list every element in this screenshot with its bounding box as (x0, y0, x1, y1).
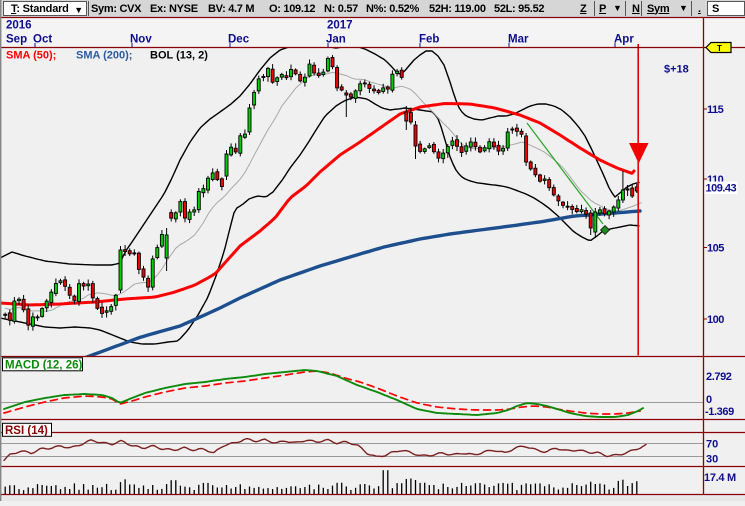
svg-text:70: 70 (706, 439, 718, 451)
svg-text:MACD (12, 26): MACD (12, 26) (5, 359, 82, 371)
svg-text:Apr: Apr (614, 34, 634, 46)
svg-text:0: 0 (706, 394, 712, 406)
svg-text:109.43: 109.43 (706, 183, 737, 195)
svg-text:2016: 2016 (6, 20, 32, 32)
svg-text:Mar: Mar (508, 34, 529, 46)
svg-text:115: 115 (707, 104, 724, 116)
svg-text:Feb: Feb (419, 34, 439, 46)
svg-text:105: 105 (707, 243, 724, 255)
svg-text:100: 100 (707, 314, 724, 326)
svg-text:Oct: Oct (33, 34, 52, 46)
svg-text:Sep: Sep (6, 34, 27, 46)
svg-text:30: 30 (706, 454, 718, 466)
svg-text:Dec: Dec (228, 34, 250, 46)
svg-text:SMA (50);: SMA (50); (6, 50, 56, 62)
svg-text:2017: 2017 (327, 20, 353, 32)
svg-text:Jan: Jan (326, 34, 346, 46)
svg-text:BOL (13, 2): BOL (13, 2) (150, 50, 208, 62)
svg-text:SMA (200);: SMA (200); (76, 50, 132, 62)
svg-text:T: T (717, 44, 722, 53)
svg-text:Nov: Nov (130, 34, 152, 46)
svg-text:$+18: $+18 (664, 64, 689, 76)
svg-text:RSI (14): RSI (14) (5, 425, 48, 437)
svg-text:-1.369: -1.369 (705, 406, 734, 418)
svg-text:17.4 M: 17.4 M (704, 472, 736, 484)
svg-text:2.792: 2.792 (706, 371, 732, 383)
